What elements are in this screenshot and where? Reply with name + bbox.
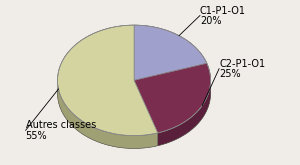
Polygon shape [158, 63, 211, 146]
Polygon shape [58, 25, 158, 136]
Text: C2-P1-O1: C2-P1-O1 [219, 59, 265, 69]
Text: 20%: 20% [200, 16, 221, 26]
Polygon shape [134, 63, 211, 133]
Text: Autres classes: Autres classes [26, 120, 96, 130]
Text: 25%: 25% [219, 69, 241, 79]
Ellipse shape [58, 38, 211, 148]
Text: 55%: 55% [26, 131, 47, 141]
Text: C1-P1-O1: C1-P1-O1 [200, 6, 246, 16]
Polygon shape [134, 25, 207, 80]
Polygon shape [58, 25, 158, 148]
Polygon shape [134, 25, 207, 76]
